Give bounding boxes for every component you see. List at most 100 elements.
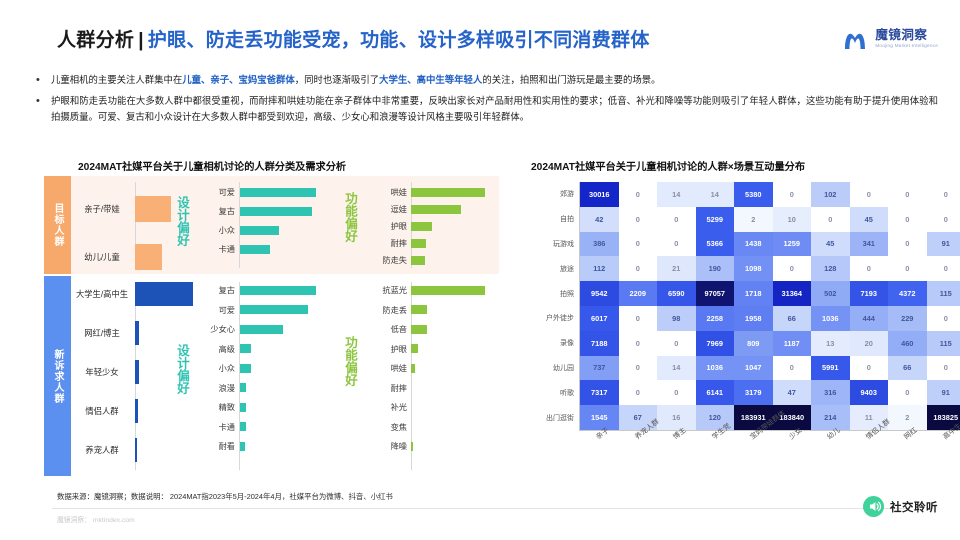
heatmap-cell[interactable]: 16 [657, 405, 696, 430]
heatmap-cell[interactable]: 5991 [811, 355, 850, 381]
heatmap-cell[interactable]: 0 [657, 206, 696, 232]
heatmap-cell[interactable]: 809 [734, 330, 773, 356]
heatmap-cell[interactable]: 1545 [580, 405, 619, 430]
heatmap-cell[interactable]: 0 [849, 182, 888, 207]
heatmap-cell[interactable]: 190 [695, 256, 734, 282]
heatmap-cell[interactable]: 91 [926, 380, 960, 406]
heatmap-cell[interactable]: 0 [926, 182, 960, 207]
heatmap-cell[interactable]: 10 [772, 206, 811, 232]
heatmap-cell[interactable]: 0 [888, 206, 927, 232]
heatmap-cell[interactable]: 112 [580, 256, 619, 282]
heatmap-cell[interactable]: 5299 [695, 206, 734, 232]
heatmap-cell[interactable]: 1098 [734, 256, 773, 282]
heatmap-cell[interactable]: 5366 [695, 231, 734, 257]
heatmap-cell[interactable]: 11 [849, 405, 888, 430]
heatmap-cell[interactable]: 1438 [734, 231, 773, 257]
heatmap-cell[interactable]: 91 [926, 231, 960, 257]
heatmap-cell[interactable]: 183825 [926, 405, 960, 430]
heatmap-cell[interactable]: 97057 [695, 281, 734, 306]
heatmap-cell[interactable]: 386 [580, 231, 619, 257]
heatmap-cell[interactable]: 9542 [580, 281, 619, 306]
heatmap-cell[interactable]: 128 [811, 256, 850, 282]
heatmap-cell[interactable]: 115 [926, 330, 960, 356]
heatmap-cell[interactable]: 316 [811, 380, 850, 406]
heatmap-cell[interactable]: 6590 [657, 281, 696, 306]
heatmap-cell[interactable]: 0 [618, 182, 657, 207]
heatmap-cell[interactable]: 7188 [580, 330, 619, 356]
heatmap-cell[interactable]: 14 [657, 182, 696, 207]
heatmap-cell[interactable]: 0 [657, 380, 696, 406]
heatmap-cell[interactable]: 45 [811, 231, 850, 257]
heatmap-cell[interactable]: 460 [888, 330, 927, 356]
heatmap-cell[interactable]: 14 [695, 182, 734, 207]
heatmap-cell[interactable]: 2 [734, 206, 773, 232]
heatmap-cell[interactable]: 6141 [695, 380, 734, 406]
heatmap-cell[interactable]: 0 [618, 206, 657, 232]
heatmap-cell[interactable]: 1718 [734, 281, 773, 306]
heatmap-cell[interactable]: 341 [849, 231, 888, 257]
heatmap-cell[interactable]: 1187 [772, 330, 811, 356]
heatmap-cell[interactable]: 0 [888, 182, 927, 207]
heatmap-cell[interactable]: 30016 [580, 182, 619, 207]
heatmap-cell[interactable]: 98 [657, 306, 696, 331]
heatmap-cell[interactable]: 737 [580, 355, 619, 381]
heatmap-cell[interactable]: 0 [888, 380, 927, 406]
heatmap-cell[interactable]: 183931 [734, 405, 773, 430]
heatmap-cell[interactable]: 9403 [849, 380, 888, 406]
heatmap-cell[interactable]: 0 [618, 256, 657, 282]
heatmap-cell[interactable]: 0 [926, 306, 960, 331]
heatmap-cell[interactable]: 0 [618, 330, 657, 356]
heatmap-cell[interactable]: 0 [657, 330, 696, 356]
heatmap-cell[interactable]: 5380 [734, 182, 773, 207]
heatmap-cell[interactable]: 229 [888, 306, 927, 331]
heatmap-cell[interactable]: 0 [618, 231, 657, 257]
heatmap-cell[interactable]: 66 [772, 306, 811, 331]
heatmap-cell[interactable]: 0 [926, 256, 960, 282]
heatmap-cell[interactable]: 47 [772, 380, 811, 406]
heatmap-cell[interactable]: 0 [849, 355, 888, 381]
heatmap-cell[interactable]: 2 [888, 405, 927, 430]
heatmap-cell[interactable]: 0 [618, 380, 657, 406]
heatmap-cell[interactable]: 0 [618, 355, 657, 381]
heatmap-cell[interactable]: 1047 [734, 355, 773, 381]
heatmap-cell[interactable]: 67 [618, 405, 657, 430]
heatmap-cell[interactable]: 1259 [772, 231, 811, 257]
heatmap-cell[interactable]: 31364 [772, 281, 811, 306]
heatmap-cell[interactable]: 7317 [580, 380, 619, 406]
heatmap-cell[interactable]: 183840 [772, 405, 811, 430]
heatmap-cell[interactable]: 120 [695, 405, 734, 430]
heatmap-cell[interactable]: 20 [849, 330, 888, 356]
heatmap-cell[interactable]: 66 [888, 355, 927, 381]
heatmap-cell[interactable]: 0 [926, 206, 960, 232]
heatmap-cell[interactable]: 21 [657, 256, 696, 282]
heatmap-cell[interactable]: 0 [888, 231, 927, 257]
heatmap-cell[interactable]: 0 [657, 231, 696, 257]
heatmap-cell[interactable]: 13 [811, 330, 850, 356]
heatmap-cell[interactable]: 1036 [811, 306, 850, 331]
heatmap-cell[interactable]: 444 [849, 306, 888, 331]
heatmap-cell[interactable]: 0 [926, 355, 960, 381]
heatmap-cell[interactable]: 2209 [618, 281, 657, 306]
heatmap-cell[interactable]: 102 [811, 182, 850, 207]
heatmap-cell[interactable]: 115 [926, 281, 960, 306]
heatmap-cell[interactable]: 0 [849, 256, 888, 282]
heatmap-cell[interactable]: 502 [811, 281, 850, 306]
heatmap-cell[interactable]: 0 [618, 306, 657, 331]
heatmap-cell[interactable]: 0 [811, 206, 850, 232]
heatmap-cell[interactable]: 45 [849, 206, 888, 232]
heatmap-cell[interactable]: 0 [772, 256, 811, 282]
heatmap-cell[interactable]: 3179 [734, 380, 773, 406]
heatmap-cell[interactable]: 1036 [695, 355, 734, 381]
heatmap-cell[interactable]: 7969 [695, 330, 734, 356]
heatmap-cell[interactable]: 4372 [888, 281, 927, 306]
heatmap-cell[interactable]: 0 [772, 355, 811, 381]
heatmap-cell[interactable]: 0 [772, 182, 811, 207]
heatmap-cell[interactable]: 42 [580, 206, 619, 232]
heatmap-cell[interactable]: 0 [888, 256, 927, 282]
heatmap-cell[interactable]: 14 [657, 355, 696, 381]
heatmap-cell[interactable]: 214 [811, 405, 850, 430]
heatmap-cell[interactable]: 2258 [695, 306, 734, 331]
heatmap-cell[interactable]: 6017 [580, 306, 619, 331]
heatmap-cell[interactable]: 7193 [849, 281, 888, 306]
heatmap-cell[interactable]: 1958 [734, 306, 773, 331]
